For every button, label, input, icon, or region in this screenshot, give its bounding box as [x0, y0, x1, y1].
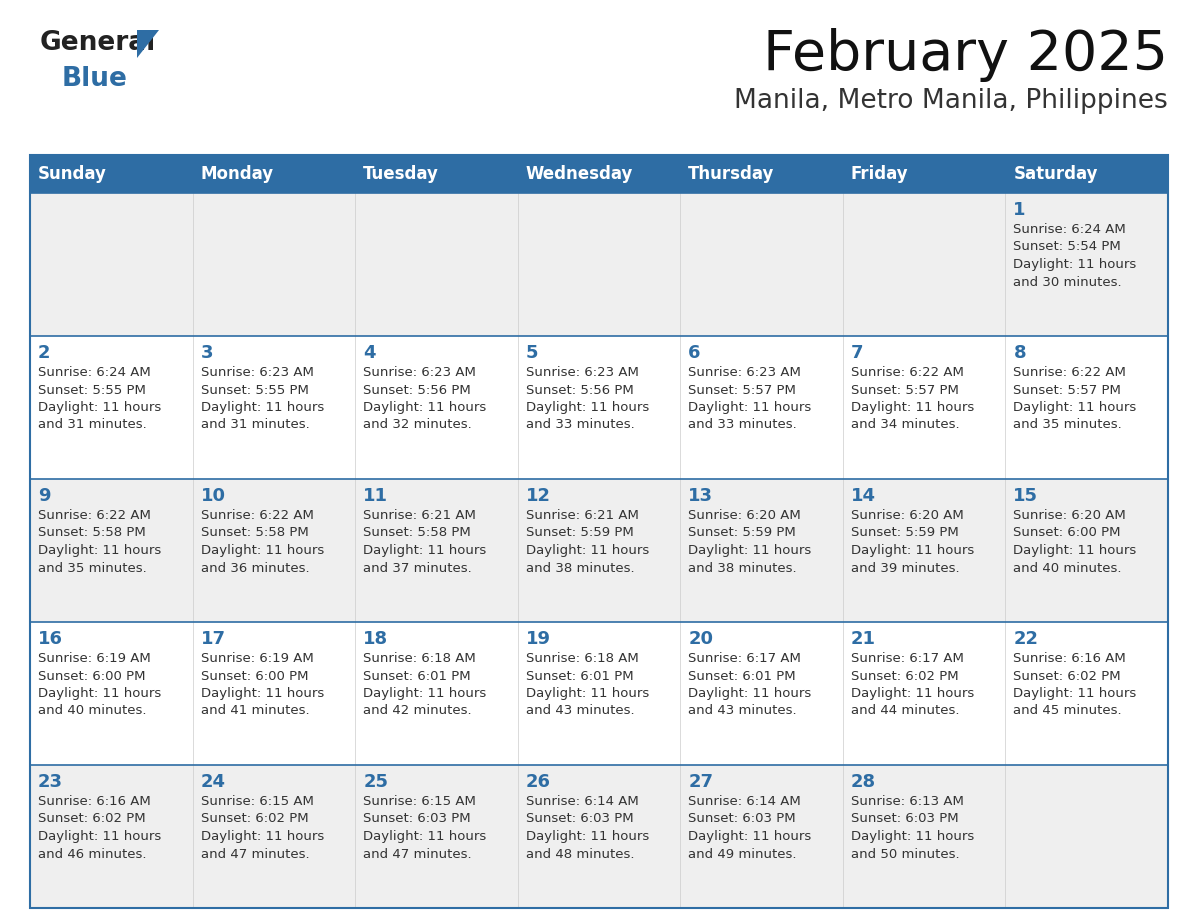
Text: Sunrise: 6:24 AM
Sunset: 5:54 PM
Daylight: 11 hours
and 30 minutes.: Sunrise: 6:24 AM Sunset: 5:54 PM Dayligh… — [1013, 223, 1137, 288]
Text: Sunrise: 6:21 AM
Sunset: 5:58 PM
Daylight: 11 hours
and 37 minutes.: Sunrise: 6:21 AM Sunset: 5:58 PM Dayligh… — [364, 509, 486, 575]
Text: 12: 12 — [526, 487, 551, 505]
Text: Sunrise: 6:18 AM
Sunset: 6:01 PM
Daylight: 11 hours
and 42 minutes.: Sunrise: 6:18 AM Sunset: 6:01 PM Dayligh… — [364, 652, 486, 718]
Text: Sunrise: 6:16 AM
Sunset: 6:02 PM
Daylight: 11 hours
and 45 minutes.: Sunrise: 6:16 AM Sunset: 6:02 PM Dayligh… — [1013, 652, 1137, 718]
Text: 25: 25 — [364, 773, 388, 791]
Text: 28: 28 — [851, 773, 876, 791]
Bar — [30, 155, 1168, 908]
Text: Sunrise: 6:20 AM
Sunset: 6:00 PM
Daylight: 11 hours
and 40 minutes.: Sunrise: 6:20 AM Sunset: 6:00 PM Dayligh… — [1013, 509, 1137, 575]
Text: 20: 20 — [688, 630, 713, 648]
Text: Sunday: Sunday — [38, 165, 107, 183]
Text: Sunrise: 6:22 AM
Sunset: 5:57 PM
Daylight: 11 hours
and 35 minutes.: Sunrise: 6:22 AM Sunset: 5:57 PM Dayligh… — [1013, 366, 1137, 431]
Polygon shape — [137, 30, 159, 58]
Text: 9: 9 — [38, 487, 51, 505]
Text: Thursday: Thursday — [688, 165, 775, 183]
Text: Sunrise: 6:23 AM
Sunset: 5:57 PM
Daylight: 11 hours
and 33 minutes.: Sunrise: 6:23 AM Sunset: 5:57 PM Dayligh… — [688, 366, 811, 431]
Text: 11: 11 — [364, 487, 388, 505]
Text: Wednesday: Wednesday — [526, 165, 633, 183]
Text: Tuesday: Tuesday — [364, 165, 440, 183]
Text: Sunrise: 6:17 AM
Sunset: 6:01 PM
Daylight: 11 hours
and 43 minutes.: Sunrise: 6:17 AM Sunset: 6:01 PM Dayligh… — [688, 652, 811, 718]
Text: Sunrise: 6:20 AM
Sunset: 5:59 PM
Daylight: 11 hours
and 38 minutes.: Sunrise: 6:20 AM Sunset: 5:59 PM Dayligh… — [688, 509, 811, 575]
Text: Sunrise: 6:19 AM
Sunset: 6:00 PM
Daylight: 11 hours
and 40 minutes.: Sunrise: 6:19 AM Sunset: 6:00 PM Dayligh… — [38, 652, 162, 718]
Text: Monday: Monday — [201, 165, 273, 183]
Text: Sunrise: 6:19 AM
Sunset: 6:00 PM
Daylight: 11 hours
and 41 minutes.: Sunrise: 6:19 AM Sunset: 6:00 PM Dayligh… — [201, 652, 324, 718]
Text: General: General — [40, 30, 157, 56]
Text: Sunrise: 6:22 AM
Sunset: 5:58 PM
Daylight: 11 hours
and 35 minutes.: Sunrise: 6:22 AM Sunset: 5:58 PM Dayligh… — [38, 509, 162, 575]
Bar — [30, 193, 1168, 336]
Text: 5: 5 — [526, 344, 538, 362]
Text: 7: 7 — [851, 344, 864, 362]
Text: 1: 1 — [1013, 201, 1026, 219]
Text: 8: 8 — [1013, 344, 1026, 362]
Bar — [30, 336, 1168, 479]
Text: 6: 6 — [688, 344, 701, 362]
Text: 27: 27 — [688, 773, 713, 791]
Text: Friday: Friday — [851, 165, 909, 183]
Text: 17: 17 — [201, 630, 226, 648]
Text: 23: 23 — [38, 773, 63, 791]
Text: 22: 22 — [1013, 630, 1038, 648]
Text: February 2025: February 2025 — [763, 28, 1168, 82]
Text: 19: 19 — [526, 630, 551, 648]
Text: Sunrise: 6:14 AM
Sunset: 6:03 PM
Daylight: 11 hours
and 48 minutes.: Sunrise: 6:14 AM Sunset: 6:03 PM Dayligh… — [526, 795, 649, 860]
Text: Sunrise: 6:15 AM
Sunset: 6:02 PM
Daylight: 11 hours
and 47 minutes.: Sunrise: 6:15 AM Sunset: 6:02 PM Dayligh… — [201, 795, 324, 860]
Text: Sunrise: 6:22 AM
Sunset: 5:57 PM
Daylight: 11 hours
and 34 minutes.: Sunrise: 6:22 AM Sunset: 5:57 PM Dayligh… — [851, 366, 974, 431]
Text: 13: 13 — [688, 487, 713, 505]
Text: Blue: Blue — [62, 66, 128, 92]
Text: 15: 15 — [1013, 487, 1038, 505]
Bar — [30, 622, 1168, 765]
Text: Sunrise: 6:23 AM
Sunset: 5:56 PM
Daylight: 11 hours
and 33 minutes.: Sunrise: 6:23 AM Sunset: 5:56 PM Dayligh… — [526, 366, 649, 431]
Text: 10: 10 — [201, 487, 226, 505]
Text: 14: 14 — [851, 487, 876, 505]
Text: Sunrise: 6:24 AM
Sunset: 5:55 PM
Daylight: 11 hours
and 31 minutes.: Sunrise: 6:24 AM Sunset: 5:55 PM Dayligh… — [38, 366, 162, 431]
Text: Sunrise: 6:21 AM
Sunset: 5:59 PM
Daylight: 11 hours
and 38 minutes.: Sunrise: 6:21 AM Sunset: 5:59 PM Dayligh… — [526, 509, 649, 575]
Text: Sunrise: 6:14 AM
Sunset: 6:03 PM
Daylight: 11 hours
and 49 minutes.: Sunrise: 6:14 AM Sunset: 6:03 PM Dayligh… — [688, 795, 811, 860]
Text: Sunrise: 6:16 AM
Sunset: 6:02 PM
Daylight: 11 hours
and 46 minutes.: Sunrise: 6:16 AM Sunset: 6:02 PM Dayligh… — [38, 795, 162, 860]
Text: Manila, Metro Manila, Philippines: Manila, Metro Manila, Philippines — [734, 88, 1168, 114]
Text: Saturday: Saturday — [1013, 165, 1098, 183]
Text: 26: 26 — [526, 773, 551, 791]
Text: 16: 16 — [38, 630, 63, 648]
Text: 24: 24 — [201, 773, 226, 791]
Text: 18: 18 — [364, 630, 388, 648]
Bar — [30, 479, 1168, 622]
Text: Sunrise: 6:13 AM
Sunset: 6:03 PM
Daylight: 11 hours
and 50 minutes.: Sunrise: 6:13 AM Sunset: 6:03 PM Dayligh… — [851, 795, 974, 860]
Bar — [30, 765, 1168, 908]
Text: Sunrise: 6:23 AM
Sunset: 5:56 PM
Daylight: 11 hours
and 32 minutes.: Sunrise: 6:23 AM Sunset: 5:56 PM Dayligh… — [364, 366, 486, 431]
Text: Sunrise: 6:17 AM
Sunset: 6:02 PM
Daylight: 11 hours
and 44 minutes.: Sunrise: 6:17 AM Sunset: 6:02 PM Dayligh… — [851, 652, 974, 718]
Text: Sunrise: 6:20 AM
Sunset: 5:59 PM
Daylight: 11 hours
and 39 minutes.: Sunrise: 6:20 AM Sunset: 5:59 PM Dayligh… — [851, 509, 974, 575]
Text: Sunrise: 6:22 AM
Sunset: 5:58 PM
Daylight: 11 hours
and 36 minutes.: Sunrise: 6:22 AM Sunset: 5:58 PM Dayligh… — [201, 509, 324, 575]
Text: 2: 2 — [38, 344, 51, 362]
Text: 3: 3 — [201, 344, 213, 362]
Text: Sunrise: 6:15 AM
Sunset: 6:03 PM
Daylight: 11 hours
and 47 minutes.: Sunrise: 6:15 AM Sunset: 6:03 PM Dayligh… — [364, 795, 486, 860]
Text: Sunrise: 6:23 AM
Sunset: 5:55 PM
Daylight: 11 hours
and 31 minutes.: Sunrise: 6:23 AM Sunset: 5:55 PM Dayligh… — [201, 366, 324, 431]
Text: Sunrise: 6:18 AM
Sunset: 6:01 PM
Daylight: 11 hours
and 43 minutes.: Sunrise: 6:18 AM Sunset: 6:01 PM Dayligh… — [526, 652, 649, 718]
Text: 21: 21 — [851, 630, 876, 648]
Bar — [30, 155, 1168, 193]
Text: 4: 4 — [364, 344, 375, 362]
